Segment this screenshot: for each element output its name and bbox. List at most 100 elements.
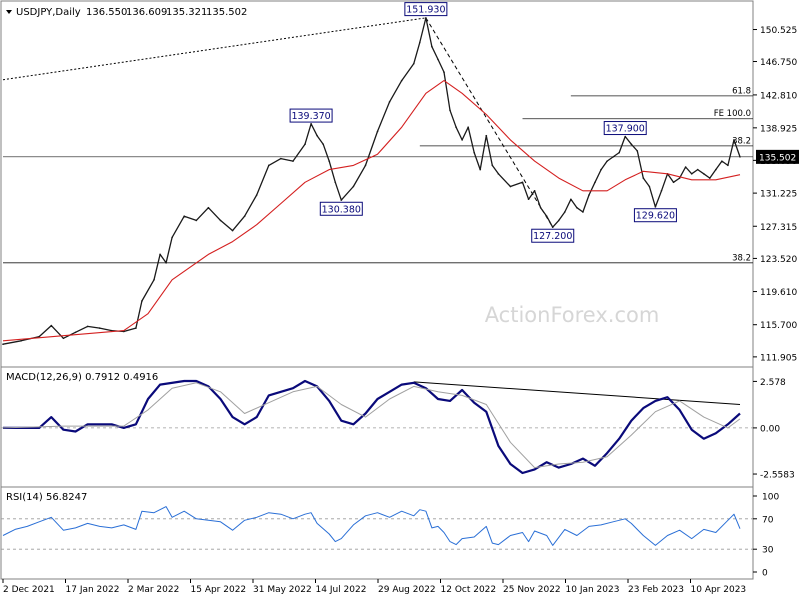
moving-average-line xyxy=(2,80,741,342)
price-point xyxy=(545,215,548,218)
price-point xyxy=(388,100,391,103)
price-point xyxy=(636,150,639,152)
price-point xyxy=(612,156,614,158)
price-annotation-box xyxy=(404,2,448,17)
price-point xyxy=(352,185,355,188)
price-point xyxy=(364,164,367,167)
y-tick-label: 123.520 xyxy=(760,255,797,265)
price-point xyxy=(195,219,198,222)
price-point xyxy=(642,177,645,179)
price-point xyxy=(231,229,234,232)
price-point xyxy=(696,168,699,171)
level-label: 38.2 xyxy=(732,136,751,146)
price-point xyxy=(171,236,173,239)
ohlc-high: 136.609 xyxy=(126,7,167,18)
macd-series-group xyxy=(1,379,753,475)
macd-y-axis: 2.578 0.00 -2.5583 xyxy=(753,378,795,481)
price-point xyxy=(74,331,77,334)
price-point xyxy=(594,181,596,184)
price-point xyxy=(630,143,633,145)
rsi-panel: 100 70 30 0 RSI(14) 56.8247 xyxy=(0,486,779,580)
last-price-box xyxy=(756,149,799,164)
y-tick-label: 146.750 xyxy=(760,58,797,68)
macd-signal-line xyxy=(2,382,741,469)
x-tick-label: 29 Aug 2022 xyxy=(378,585,436,595)
ohlc-close: 135.502 xyxy=(206,7,247,18)
price-point xyxy=(2,343,4,346)
price-point xyxy=(292,160,294,162)
price-point xyxy=(310,123,312,125)
x-tick-label: 2 Mar 2022 xyxy=(128,585,179,595)
price-point xyxy=(491,164,494,167)
trendlines xyxy=(2,17,554,228)
y-tick-label: 0 xyxy=(762,569,768,579)
x-tick-label: 14 Jul 2022 xyxy=(316,585,367,595)
price-point xyxy=(38,335,41,338)
price-point xyxy=(479,168,482,171)
price-point xyxy=(485,134,488,137)
price-point xyxy=(304,143,306,145)
x-tick-label: 25 Nov 2022 xyxy=(503,585,561,595)
rsi-y-axis: 100 70 30 0 xyxy=(753,493,779,579)
price-annotation-box xyxy=(633,208,677,223)
price-annotations: 151.930 139.370 130.380 137.900 127.200 129.6… xyxy=(289,2,677,243)
price-point xyxy=(461,139,463,141)
level-label: 61.8 xyxy=(732,86,751,96)
price-point xyxy=(600,168,602,171)
price-point xyxy=(340,199,343,201)
price-annotation-box xyxy=(603,121,647,136)
price-point xyxy=(316,134,318,137)
y-tick-label: 142.810 xyxy=(760,91,797,101)
price-point xyxy=(660,189,663,192)
y-tick-label: 100 xyxy=(762,493,779,503)
trendline xyxy=(2,17,426,81)
price-point xyxy=(473,151,475,154)
price-y-axis: 150.525146.750142.810138.925135.090131.2… xyxy=(753,26,799,363)
price-point xyxy=(328,160,331,162)
price-point xyxy=(443,71,445,73)
y-tick-label: 30 xyxy=(762,546,774,556)
price-point xyxy=(165,262,167,264)
price-point xyxy=(400,79,403,82)
price-point xyxy=(20,340,22,342)
rsi-line xyxy=(2,506,741,546)
price-point xyxy=(159,253,161,256)
price-point xyxy=(727,164,729,167)
symbol-label: USDJPY,Daily xyxy=(16,7,81,18)
price-point xyxy=(721,160,723,162)
y-tick-label: 2.578 xyxy=(760,378,786,388)
macd-trendline xyxy=(413,381,741,405)
price-point xyxy=(497,173,500,175)
price-point xyxy=(715,168,717,171)
price-series-group xyxy=(2,17,741,346)
price-point xyxy=(684,166,687,168)
price-annotation-box xyxy=(289,108,333,123)
price-point xyxy=(412,62,415,65)
y-tick-label: 119.610 xyxy=(760,288,797,298)
y-tick-label: -2.5583 xyxy=(760,471,795,481)
price-point xyxy=(431,45,433,48)
y-tick-label: 111.905 xyxy=(760,353,797,363)
y-tick-label: 0.00 xyxy=(760,424,780,434)
price-point xyxy=(576,206,578,209)
price-point xyxy=(739,156,741,158)
symbol-dropdown-icon[interactable] xyxy=(6,10,12,14)
price-point xyxy=(702,173,705,175)
price-point xyxy=(50,324,53,327)
price-point xyxy=(533,189,536,192)
price-point xyxy=(268,164,270,167)
price-point xyxy=(141,300,143,302)
x-tick-label: 12 Oct 2022 xyxy=(441,585,497,595)
rsi-series-group xyxy=(1,506,753,550)
y-tick-label: 115.700 xyxy=(760,321,797,331)
price-point xyxy=(648,185,651,188)
horizontal-levels: 61.8 FE 100.0 38.2 38.2 xyxy=(3,86,753,263)
x-axis: 2 Dec 2021 17 Jan 2022 2 Mar 2022 15 Apr 20… xyxy=(2,579,746,595)
price-point xyxy=(255,194,258,196)
price-point xyxy=(153,278,155,281)
price-point xyxy=(564,211,566,213)
ohlc-open: 136.550 xyxy=(86,7,127,18)
price-annotation-label: 137.900 xyxy=(606,124,645,135)
ohlc-low: 135.321 xyxy=(166,7,207,18)
price-point xyxy=(606,160,608,162)
